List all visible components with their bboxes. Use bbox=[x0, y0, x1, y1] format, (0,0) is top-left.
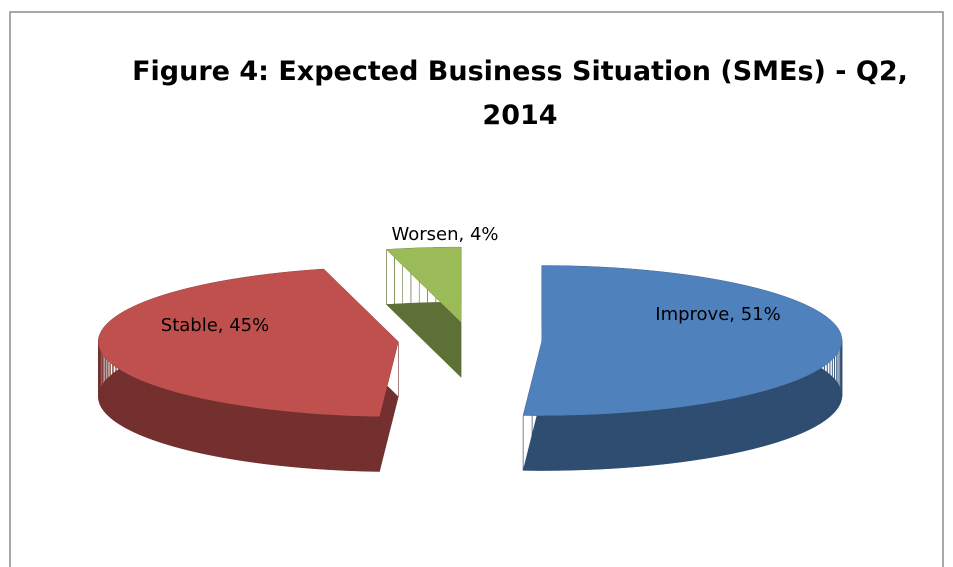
chart-title: Figure 4: Expected Business Situation (S… bbox=[132, 56, 908, 131]
pie-slice bbox=[98, 268, 399, 472]
pie-slice bbox=[386, 246, 462, 378]
slice-top bbox=[98, 269, 399, 417]
slice-top bbox=[523, 265, 842, 416]
data-label: Worsen, 4% bbox=[391, 224, 498, 245]
data-label: Stable, 45% bbox=[161, 315, 269, 336]
slice-top bbox=[386, 247, 461, 323]
pie-slice bbox=[522, 265, 843, 471]
data-label: Improve, 51% bbox=[655, 304, 780, 325]
chart-border bbox=[9, 11, 944, 567]
